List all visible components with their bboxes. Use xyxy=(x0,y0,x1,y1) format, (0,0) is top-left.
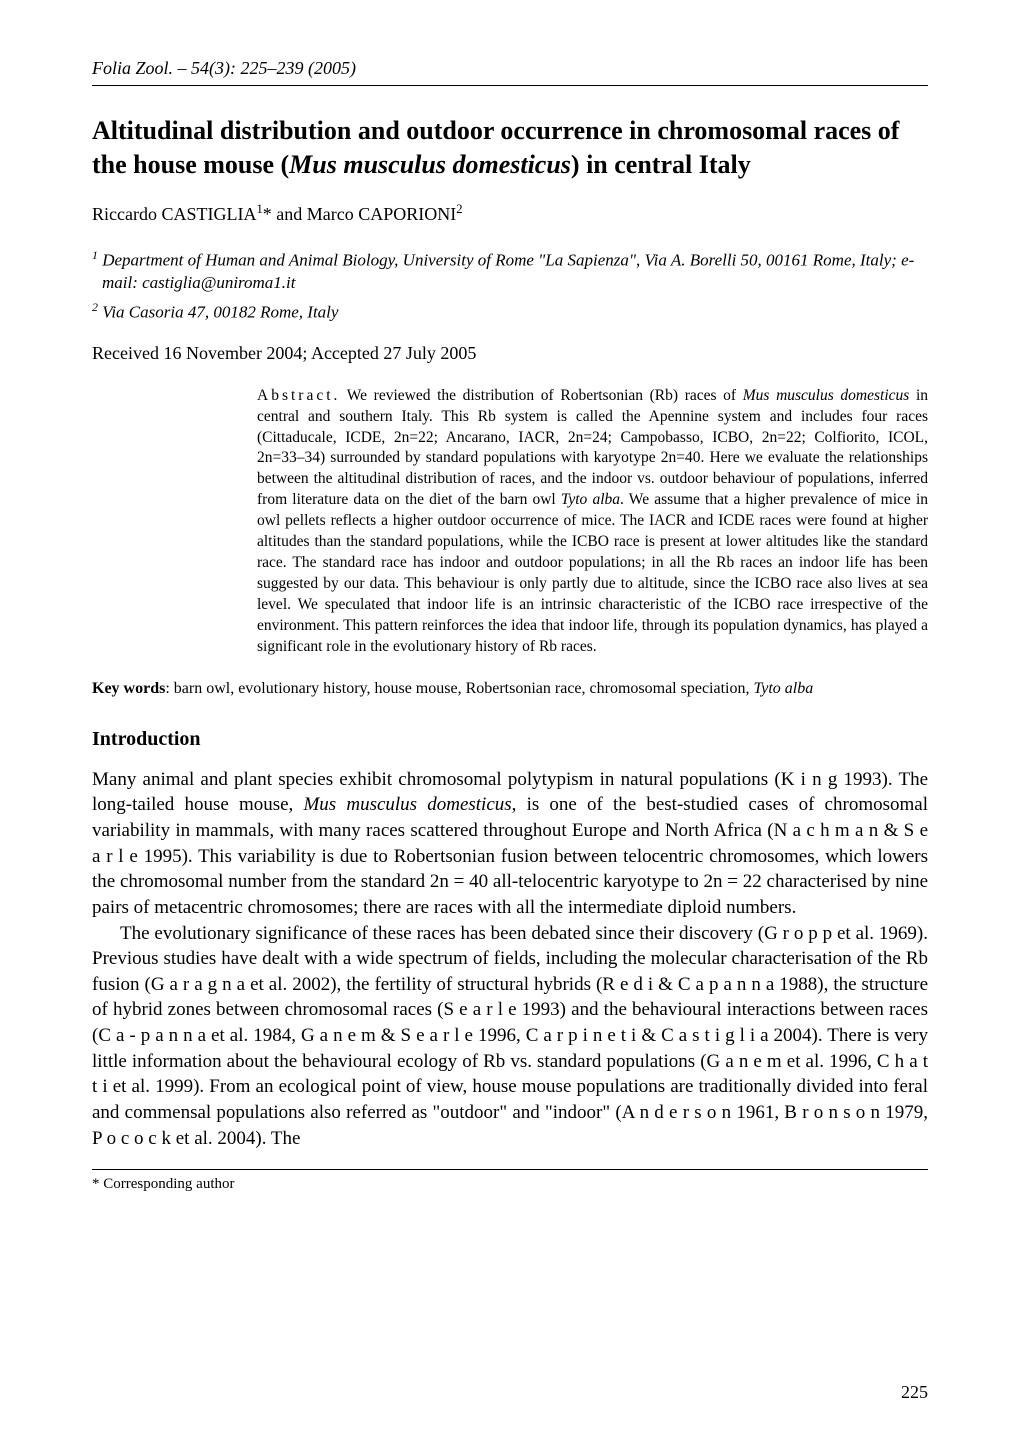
p2s6: et al. 1984, xyxy=(206,1025,301,1046)
affiliation-1: 1 Department of Human and Animal Biology… xyxy=(92,247,928,296)
p1sp1: Mus musculus domesticus xyxy=(303,794,511,815)
p1s4: 1995). This variability is due to Robert… xyxy=(92,846,928,918)
p2s13: et al. 2004). The xyxy=(171,1128,300,1149)
abs-species-2: Tyto alba xyxy=(561,491,620,508)
abstract: Abstract. We reviewed the distribution o… xyxy=(257,386,928,658)
corresponding-author-footnote: * Corresponding author xyxy=(92,1176,928,1193)
intro-heading: Introduction xyxy=(92,728,928,751)
page-number: 225 xyxy=(901,1382,928,1403)
p2s12: 1979, xyxy=(880,1102,928,1123)
affiliation-2: 2 Via Casoria 47, 00182 Rome, Italy xyxy=(92,299,928,325)
author1-last: CASTIGLIA xyxy=(161,204,256,224)
p2ref7: C a r p i n e t i & C a s t i g l i a xyxy=(526,1025,769,1046)
p2ref2: G a r a g n a xyxy=(151,974,245,995)
p2ref5: C a - p a n n a xyxy=(98,1025,206,1046)
keywords-last-italic: Tyto alba xyxy=(754,680,814,697)
p1ref1: K i n g xyxy=(781,769,838,790)
abs-s3: . We assume that a higher prevalence of … xyxy=(257,491,928,654)
header-rule xyxy=(92,85,928,86)
abs-s1: We reviewed the distribution of Robertso… xyxy=(340,387,742,404)
intro-para-1: Many animal and plant species exhibit ch… xyxy=(92,767,928,921)
running-head: Folia Zool. – 54(3): 225–239 (2005) xyxy=(92,58,928,79)
author2-affil-sup: 2 xyxy=(456,202,462,216)
p2s1: The evolutionary significance of these r… xyxy=(120,923,764,944)
abs-species-1: Mus musculus domesticus xyxy=(743,387,910,404)
authors-join: and xyxy=(276,204,307,224)
affil2-text: Via Casoria 47, 00182 Rome, Italy xyxy=(98,303,339,322)
p1s1: Many animal and plant species exhibit ch… xyxy=(92,769,781,790)
journal-citation: – 54(3): 225–239 (2005) xyxy=(178,58,356,78)
p2ref11: B r o n s o n xyxy=(784,1102,880,1123)
received-accepted: Received 16 November 2004; Accepted 27 J… xyxy=(92,343,928,364)
p2ref8: G a n e m xyxy=(707,1051,782,1072)
p2s11: 1961, xyxy=(731,1102,784,1123)
footnote-rule xyxy=(92,1169,928,1170)
author2-first: Marco xyxy=(307,204,358,224)
p2s3: et al. 2002), the fertility of structura… xyxy=(245,974,602,995)
abstract-label: Abstract. xyxy=(257,387,340,404)
author1-first: Riccardo xyxy=(92,204,161,224)
journal-name: Folia Zool. xyxy=(92,58,173,78)
keywords-line: Key words: barn owl, evolutionary histor… xyxy=(92,680,928,698)
keywords-label: Key words xyxy=(92,680,165,697)
title-post: ) in central Italy xyxy=(571,150,751,179)
p2ref12: P o c o c k xyxy=(92,1128,171,1149)
article-title: Altitudinal distribution and outdoor occ… xyxy=(92,114,928,182)
p2s9: et al. 1996, xyxy=(782,1051,877,1072)
intro-para-2: The evolutionary significance of these r… xyxy=(92,921,928,1152)
p2ref1: G r o p p xyxy=(764,923,832,944)
author1-mark: * xyxy=(263,204,277,224)
p2ref6: G a n e m & S e a r l e xyxy=(301,1025,473,1046)
author2-last: CAPORIONI xyxy=(358,204,456,224)
p2ref3: R e d i & C a p a n n a xyxy=(602,974,774,995)
title-species: Mus musculus domesticus xyxy=(289,150,571,179)
keywords-items: : barn owl, evolutionary history, house … xyxy=(165,680,753,697)
p2ref4: S e a r l e xyxy=(443,999,516,1020)
authors-line: Riccardo CASTIGLIA1* and Marco CAPORIONI… xyxy=(92,202,928,225)
affil1-text-line1: Department of Human and Animal Biology, … xyxy=(98,250,813,269)
p2ref10: A n d e r s o n xyxy=(622,1102,731,1123)
p2s7: 1996, xyxy=(473,1025,526,1046)
